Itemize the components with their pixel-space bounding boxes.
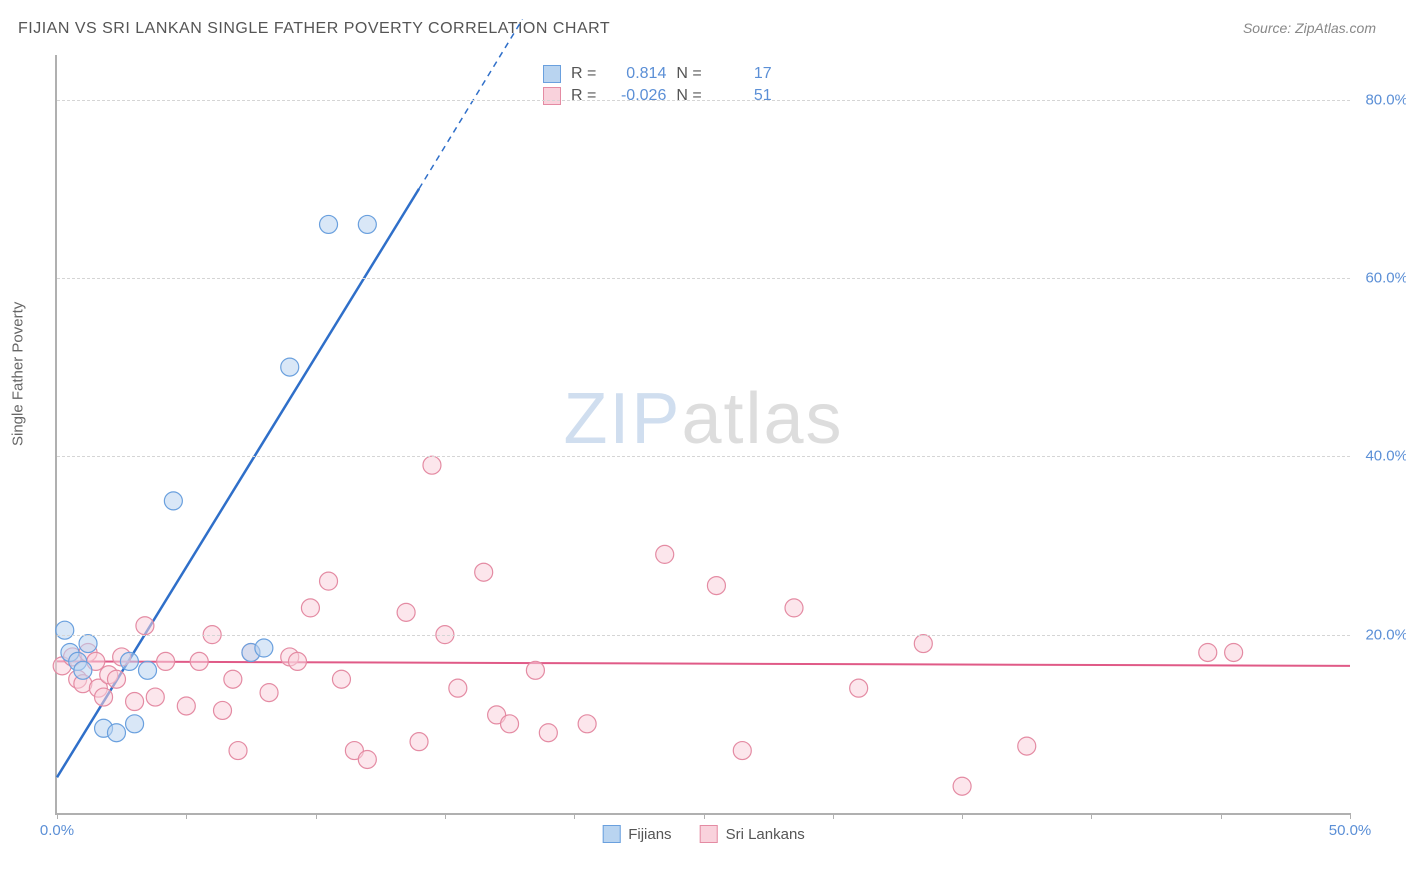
point-b <box>526 661 544 679</box>
point-b <box>1199 643 1217 661</box>
gridline <box>57 100 1350 101</box>
point-b <box>733 742 751 760</box>
xtick-mark <box>316 813 317 819</box>
point-b <box>136 617 154 635</box>
point-b <box>224 670 242 688</box>
point-b <box>914 635 932 653</box>
point-b <box>214 701 232 719</box>
xtick-mark <box>57 813 58 819</box>
legend-swatch-b <box>700 825 718 843</box>
point-b <box>423 456 441 474</box>
point-a <box>358 215 376 233</box>
point-b <box>953 777 971 795</box>
legend-item-a: Fijians <box>602 825 671 843</box>
ytick-label: 40.0% <box>1365 448 1406 465</box>
plot-svg <box>57 55 1350 813</box>
point-b <box>1225 643 1243 661</box>
point-b <box>785 599 803 617</box>
point-b <box>410 733 428 751</box>
point-b <box>578 715 596 733</box>
point-b <box>95 688 113 706</box>
point-b <box>229 742 247 760</box>
point-a <box>56 621 74 639</box>
point-b <box>358 750 376 768</box>
point-b <box>107 670 125 688</box>
xtick-mark <box>1350 813 1351 819</box>
xtick-mark <box>704 813 705 819</box>
point-a <box>281 358 299 376</box>
corr-row-b: R = -0.026 N = 51 <box>537 85 778 107</box>
point-b <box>157 652 175 670</box>
point-b <box>850 679 868 697</box>
point-a <box>74 661 92 679</box>
swatch-a <box>543 65 561 83</box>
xtick-mark <box>962 813 963 819</box>
xtick-mark <box>1091 813 1092 819</box>
point-b <box>475 563 493 581</box>
point-a <box>255 639 273 657</box>
chart-title: FIJIAN VS SRI LANKAN SINGLE FATHER POVER… <box>18 20 610 38</box>
point-a <box>126 715 144 733</box>
legend-bottom: Fijians Sri Lankans <box>602 825 805 843</box>
point-b <box>190 652 208 670</box>
point-a <box>79 635 97 653</box>
point-a <box>107 724 125 742</box>
point-b <box>397 603 415 621</box>
legend-item-b: Sri Lankans <box>700 825 805 843</box>
point-b <box>126 693 144 711</box>
swatch-b <box>543 87 561 105</box>
point-b <box>301 599 319 617</box>
source-attribution: Source: ZipAtlas.com <box>1243 20 1376 36</box>
point-b <box>656 545 674 563</box>
ytick-label: 20.0% <box>1365 626 1406 643</box>
source-link[interactable]: ZipAtlas.com <box>1295 20 1376 36</box>
point-b <box>146 688 164 706</box>
ytick-label: 80.0% <box>1365 91 1406 108</box>
xtick-label: 50.0% <box>1329 822 1372 839</box>
xtick-mark <box>1221 813 1222 819</box>
point-a <box>120 652 138 670</box>
plot-area: ZIPatlas R = 0.814 N = 17 R = -0.026 N =… <box>55 55 1350 815</box>
point-b <box>1018 737 1036 755</box>
point-b <box>288 652 306 670</box>
point-b <box>320 572 338 590</box>
point-b <box>332 670 350 688</box>
point-a <box>139 661 157 679</box>
xtick-mark <box>186 813 187 819</box>
y-axis-label: Single Father Poverty <box>10 302 27 446</box>
point-b <box>501 715 519 733</box>
ytick-label: 60.0% <box>1365 269 1406 286</box>
gridline <box>57 635 1350 636</box>
point-b <box>707 577 725 595</box>
legend-swatch-a <box>602 825 620 843</box>
corr-row-a: R = 0.814 N = 17 <box>537 63 778 85</box>
xtick-label: 0.0% <box>40 822 74 839</box>
trendline-a-dashed <box>419 19 522 188</box>
point-b <box>260 684 278 702</box>
xtick-mark <box>574 813 575 819</box>
point-b <box>539 724 557 742</box>
gridline <box>57 278 1350 279</box>
point-b <box>449 679 467 697</box>
xtick-mark <box>445 813 446 819</box>
point-a <box>164 492 182 510</box>
point-b <box>177 697 195 715</box>
point-a <box>320 215 338 233</box>
xtick-mark <box>833 813 834 819</box>
gridline <box>57 456 1350 457</box>
